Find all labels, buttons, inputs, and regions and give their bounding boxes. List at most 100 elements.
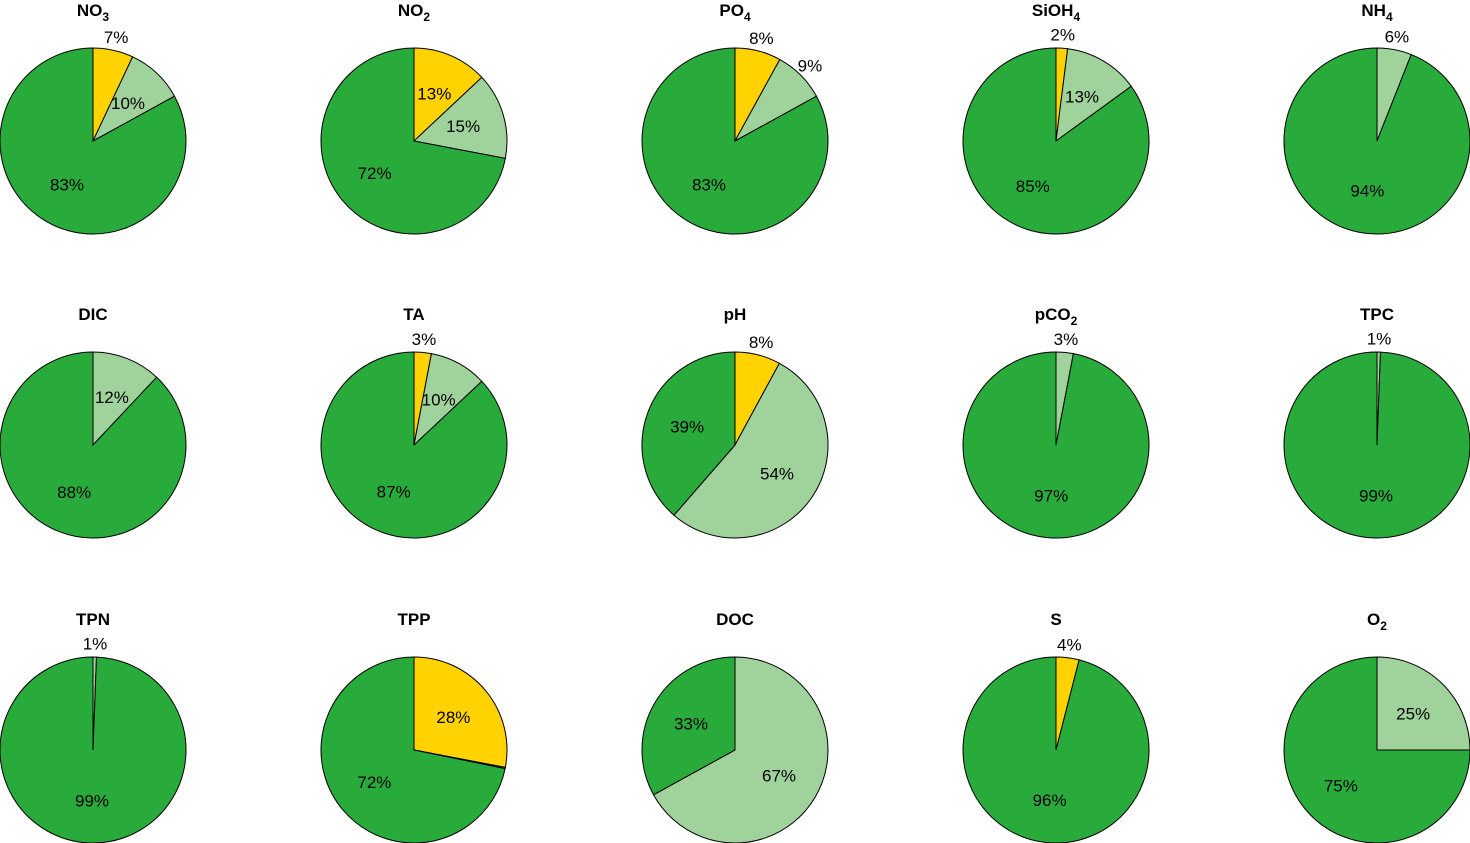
pie-title: S	[1050, 610, 1061, 629]
pie-title-subscript: 2	[1380, 619, 1387, 633]
slice-label: 88%	[57, 483, 91, 502]
pie-ta: TA 3% 10% 87%	[320, 305, 508, 539]
pie-title-main: TPP	[397, 610, 430, 629]
pie-title-subscript: 2	[1071, 314, 1078, 328]
pie-slice	[962, 656, 1150, 843]
pie-title-main: NH	[1361, 1, 1386, 20]
pie-title-main: TPN	[76, 610, 110, 629]
slice-label: 13%	[417, 85, 451, 104]
pie-sioh4: SiOH4 2% 13% 85%	[962, 1, 1150, 235]
slice-label: 83%	[692, 176, 726, 195]
slice-label: 39%	[670, 418, 704, 437]
pie-title-main: pH	[724, 305, 747, 324]
slice-label: 13%	[1065, 87, 1099, 106]
pie-title-subscript: 4	[1386, 10, 1393, 24]
pie-title-main: O	[1367, 610, 1380, 629]
pie-title: SiOH4	[1032, 1, 1081, 24]
pie-slice	[1283, 656, 1470, 843]
pie-no3: NO3 7% 10% 83%	[0, 1, 187, 235]
pie-nh4: NH4 6% 94%	[1283, 1, 1470, 235]
pie-slice	[413, 47, 483, 143]
slice-label: 15%	[446, 117, 480, 136]
pie-title: TPP	[397, 610, 430, 629]
pie-ph: pH8% 54% 39%	[641, 305, 829, 539]
pie-title-main: pCO	[1035, 305, 1071, 324]
slice-label: 75%	[1324, 777, 1358, 796]
pie-title-subscript: 3	[102, 10, 109, 24]
pie-title: O2	[1367, 610, 1387, 633]
pie-title: DOC	[716, 610, 754, 629]
pie-slice	[641, 351, 736, 516]
pie-title-main: TA	[403, 305, 424, 324]
slice-label: 28%	[436, 708, 470, 727]
slice-label: 94%	[1350, 182, 1384, 201]
slice-label: 72%	[358, 164, 392, 183]
pie-slice	[320, 351, 508, 539]
pie-pco2: pCO2 3% 97%	[962, 305, 1150, 539]
pie-title: TPN	[76, 610, 110, 629]
pie-slice	[641, 656, 736, 796]
slice-label: 2%	[1050, 26, 1075, 45]
pie-s: S 4% 96%	[962, 610, 1150, 843]
pie-tpp: TPP 28% 72%	[320, 610, 508, 843]
slice-label: 85%	[1016, 177, 1050, 196]
slice-label: 97%	[1034, 486, 1068, 505]
pie-dic: DIC 12% 88%	[0, 305, 187, 539]
pie-slice	[0, 656, 187, 843]
pie-title: pH	[724, 305, 747, 324]
slice-label: 1%	[1367, 330, 1392, 349]
pie-slice	[1376, 656, 1470, 751]
slice-label: 10%	[422, 391, 456, 410]
pie-title: pCO2	[1035, 305, 1078, 328]
pie-title: TA	[403, 305, 424, 324]
pie-title-main: SiOH	[1032, 1, 1074, 20]
pie-slice	[962, 351, 1150, 539]
pie-title: NO3	[77, 1, 110, 24]
pie-slice	[412, 76, 508, 160]
slice-label: 72%	[357, 773, 391, 792]
pie-slice	[320, 47, 506, 235]
slice-label: 25%	[1396, 704, 1430, 723]
pie-title-main: DOC	[716, 610, 754, 629]
slice-label: 33%	[674, 714, 708, 733]
slice-label: 3%	[1054, 330, 1079, 349]
pie-slice	[1055, 48, 1132, 143]
slice-label: 83%	[50, 176, 84, 195]
slice-label: 7%	[104, 28, 129, 47]
slice-label: 1%	[83, 635, 108, 654]
pie-po4: PO4 8% 9% 83%	[641, 1, 829, 235]
slice-label: 8%	[749, 29, 774, 48]
slice-label: 9%	[798, 57, 823, 76]
pie-slice	[92, 351, 158, 447]
pie-title: NO2	[398, 1, 431, 24]
slice-label: 99%	[75, 792, 109, 811]
pie-title-main: NO	[398, 1, 424, 20]
slice-label: 8%	[749, 333, 774, 352]
pie-title: PO4	[719, 1, 751, 24]
pie-slice	[0, 47, 187, 235]
pie-title-subscript: 2	[423, 10, 430, 24]
pie-doc: DOC 67% 33%	[641, 610, 829, 843]
pie-slice	[641, 47, 829, 235]
slice-label: 96%	[1033, 791, 1067, 810]
pie-slice	[0, 351, 187, 539]
slice-label: 12%	[95, 388, 129, 407]
pie-tpc: TPC 1% 99%	[1283, 305, 1470, 539]
pie-slice	[673, 362, 829, 539]
slice-label: 54%	[760, 465, 794, 484]
slice-label: 4%	[1057, 635, 1082, 654]
slice-label: 3%	[412, 330, 437, 349]
pie-title-main: NO	[77, 1, 103, 20]
pie-slice	[962, 47, 1150, 235]
slice-label: 67%	[762, 767, 796, 786]
pie-title: NH4	[1361, 1, 1393, 24]
pie-title: TPC	[1360, 305, 1394, 324]
pie-title-main: TPC	[1360, 305, 1394, 324]
pie-slice	[1283, 351, 1470, 539]
pie-slice	[413, 656, 508, 769]
slice-label: 10%	[111, 94, 145, 113]
pie-slice	[1283, 47, 1470, 235]
pie-tpn: TPN 1% 99%	[0, 610, 187, 843]
pie-title-main: S	[1050, 610, 1061, 629]
